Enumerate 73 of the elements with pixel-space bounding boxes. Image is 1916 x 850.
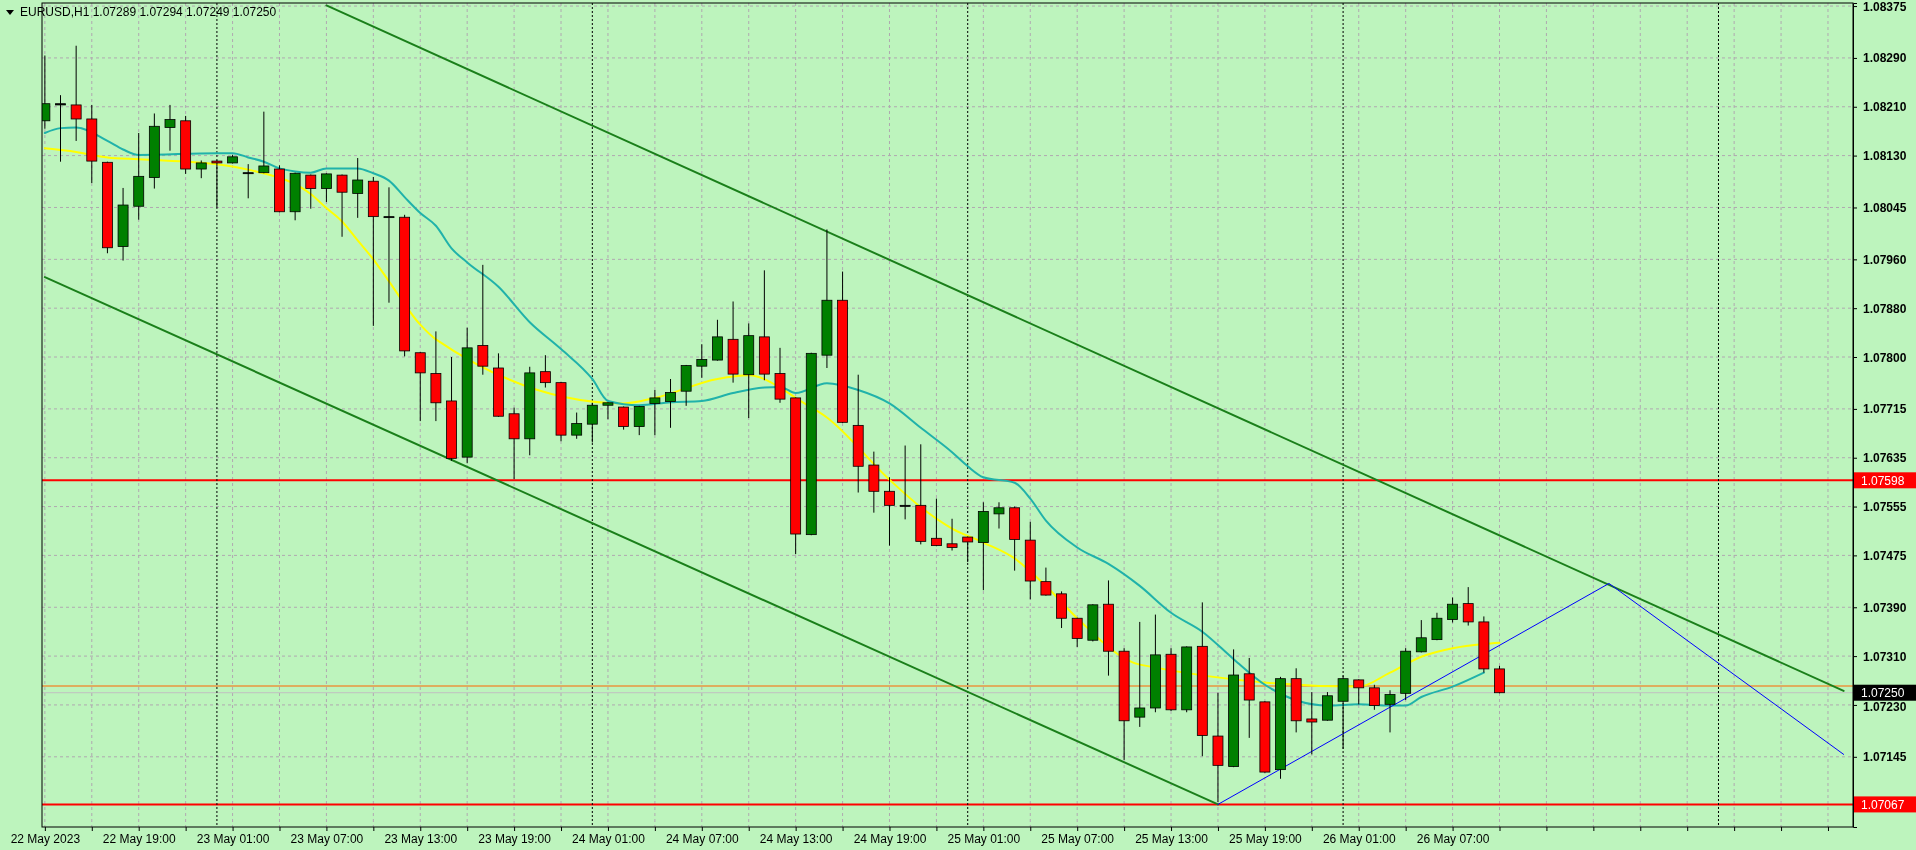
x-tick-label: 25 May 19:00 xyxy=(1229,831,1303,846)
y-tick-label: 1.08130 xyxy=(1863,149,1907,164)
candlestick xyxy=(1494,665,1505,694)
candlestick xyxy=(665,378,676,429)
x-tick-label: 23 May 07:00 xyxy=(290,831,364,846)
candlestick xyxy=(1447,597,1458,624)
ref-line-label: 1.07598 xyxy=(1861,473,1905,488)
x-tick-label: 22 May 19:00 xyxy=(102,831,176,846)
y-tick-label: 1.07800 xyxy=(1863,350,1907,365)
y-tick-label: 1.07880 xyxy=(1863,301,1907,316)
candlestick xyxy=(258,111,270,174)
candlestick xyxy=(336,174,348,238)
candlestick xyxy=(946,518,958,551)
candlestick xyxy=(321,172,332,203)
y-tick-label: 1.08045 xyxy=(1863,200,1907,215)
candlestick xyxy=(649,389,661,436)
candlestick xyxy=(633,405,645,436)
candlestick xyxy=(1134,621,1146,728)
x-tick-label: 23 May 01:00 xyxy=(196,831,270,846)
y-tick-label: 1.08210 xyxy=(1863,100,1907,115)
candlestick xyxy=(383,186,395,304)
candlestick xyxy=(164,104,176,152)
candlestick xyxy=(712,319,723,362)
x-tick-label: 24 May 19:00 xyxy=(853,831,927,846)
candlestick xyxy=(1431,612,1443,641)
candlestick xyxy=(1306,691,1318,755)
candlestick xyxy=(305,174,317,210)
x-tick-label: 24 May 07:00 xyxy=(665,831,739,846)
candlestick xyxy=(696,343,708,379)
candlestick xyxy=(899,445,911,520)
x-tick-label: 23 May 19:00 xyxy=(478,831,552,846)
x-tick-label: 22 May 2023 xyxy=(10,831,81,846)
y-tick-label: 1.07715 xyxy=(1863,402,1907,417)
candlestick xyxy=(242,163,254,199)
candlestick xyxy=(1368,684,1380,711)
x-tick-label: 24 May 13:00 xyxy=(759,831,833,846)
candlestick xyxy=(1040,567,1052,597)
candlestick xyxy=(55,94,66,163)
x-tick-label: 24 May 01:00 xyxy=(572,831,646,846)
y-tick-label: 1.07230 xyxy=(1863,700,1907,715)
y-tick-label: 1.07475 xyxy=(1863,548,1907,563)
candlestick xyxy=(1071,617,1083,648)
ref-line-label: 1.07250 xyxy=(1861,686,1905,701)
x-tick-label: 25 May 01:00 xyxy=(947,831,1021,846)
y-tick-label: 1.07555 xyxy=(1863,500,1907,515)
y-tick-label: 1.07145 xyxy=(1863,750,1907,765)
candlestick xyxy=(477,264,489,376)
x-tick-label: 25 May 13:00 xyxy=(1135,831,1209,846)
candlestick xyxy=(571,412,583,440)
y-tick-label: 1.08290 xyxy=(1863,51,1907,66)
candlestick xyxy=(414,351,426,422)
candlestick xyxy=(1384,689,1396,733)
candlestick xyxy=(70,45,82,142)
candlestick xyxy=(931,498,942,547)
y-tick-label: 1.07310 xyxy=(1863,649,1907,664)
candlestick xyxy=(602,401,614,420)
y-tick-label: 1.07635 xyxy=(1863,451,1907,466)
x-tick-label: 26 May 07:00 xyxy=(1416,831,1490,846)
y-tick-label: 1.08375 xyxy=(1863,0,1907,14)
chart-title: EURUSD,H1 1.07289 1.07294 1.07249 1.07250 xyxy=(20,5,277,19)
y-tick-label: 1.07960 xyxy=(1863,252,1907,267)
candlestick xyxy=(352,157,364,219)
x-tick-label: 25 May 07:00 xyxy=(1041,831,1115,846)
candlestick xyxy=(539,354,551,389)
candlestick xyxy=(1415,619,1427,653)
candlestick xyxy=(993,501,1005,530)
candlestick xyxy=(1353,678,1365,705)
ref-line-label: 1.07067 xyxy=(1861,797,1905,812)
x-tick-label: 26 May 01:00 xyxy=(1322,831,1396,846)
y-tick-label: 1.07390 xyxy=(1863,600,1907,615)
candlestick xyxy=(1462,586,1474,627)
x-tick-label: 23 May 13:00 xyxy=(384,831,458,846)
candlestick xyxy=(618,405,629,431)
